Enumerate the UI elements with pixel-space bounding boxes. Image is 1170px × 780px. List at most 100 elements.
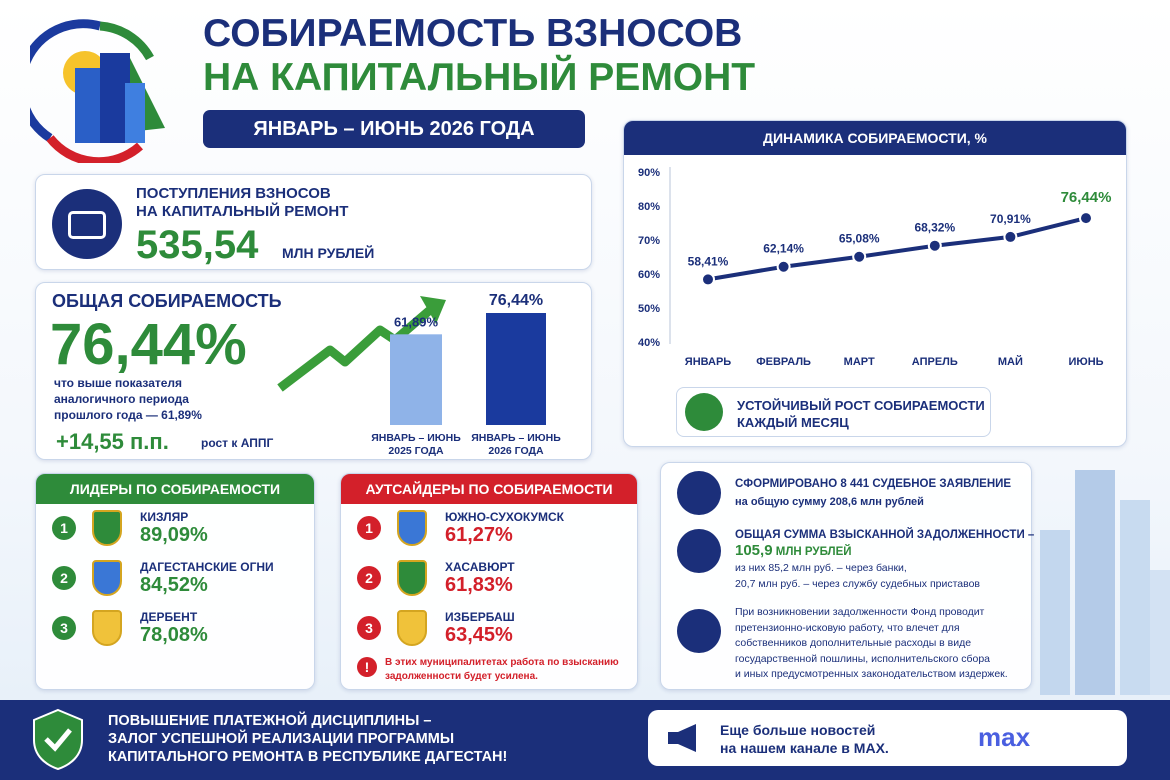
title: СОБИРАЕМОСТЬ ВЗНОСОВ НА КАПИТАЛЬНЫЙ РЕМО… [203, 12, 755, 100]
title-line: НА КАПИТАЛЬНЫЙ РЕМОНТ [203, 56, 756, 99]
y-tick-label: 70% [638, 235, 660, 247]
label-line: НА КАПИТАЛЬНЫЙ РЕМОНТ [136, 203, 349, 220]
coat-of-arms [397, 510, 427, 546]
news-line: на нашем канале в MAX. [720, 740, 889, 756]
bar [390, 334, 442, 425]
coat-of-arms [397, 610, 427, 646]
news-line: Еще больше новостей [720, 722, 876, 738]
receipts-unit: МЛН РУБЛЕЙ [282, 245, 375, 261]
bar-category: ЯНВАРЬ – ИЮНЬ 2026 ГОДА [471, 432, 561, 457]
point-label: 76,44% [1061, 189, 1112, 206]
point [1079, 211, 1093, 226]
legal-line: из них 85,2 млн руб. – через банки, [735, 562, 907, 574]
receipts-card: ПОСТУПЛЕНИЯ ВЗНОСОВ НА КАПИТАЛЬНЫЙ РЕМОН… [35, 174, 592, 270]
x-tick-label: МАРТ [844, 356, 875, 368]
rank-badge: 1 [357, 516, 381, 540]
bar-category: ЯНВАРЬ – ИЮНЬ 2025 ГОДА [371, 432, 461, 457]
point-label: 68,32% [914, 221, 955, 235]
bar [486, 313, 546, 425]
x-tick-label: МАЙ [998, 355, 1023, 368]
callout-line: УСТОЙЧИВЫЙ РОСТ СОБИРАЕМОСТИ [737, 398, 985, 413]
warning-line: задолженности будет усилена. [385, 671, 538, 682]
leaders-title: ЛИДЕРЫ ПО СОБИРАЕМОСТИ [36, 474, 314, 504]
point [927, 238, 942, 253]
point [852, 249, 867, 264]
receipts-amount: 535,54 [136, 223, 259, 267]
x-tick-label: ФЕВРАЛЬ [756, 356, 811, 368]
region-name: ХАСАВЮРТ [445, 560, 515, 574]
period-banner: ЯНВАРЬ – ИЮНЬ 2026 ГОДА [203, 110, 585, 148]
news-box: Еще больше новостей на нашем канале в MA… [648, 710, 1127, 766]
legal-item: СФОРМИРОВАНО 8 441 СУДЕБНОЕ ЗАЯВЛЕНИЕ на… [735, 475, 1011, 511]
warning-icon: ! [357, 657, 377, 677]
wallet-icon [52, 189, 122, 259]
point-label: 65,08% [839, 232, 880, 246]
max-logo[interactable]: max [978, 722, 1031, 752]
chat-icon [677, 609, 721, 653]
receipts-label: ПОСТУПЛЕНИЯ ВЗНОСОВ НА КАПИТАЛЬНЫЙ РЕМОН… [136, 185, 348, 221]
y-tick-label: 60% [638, 269, 660, 281]
legal-line: претензионно-исковую работу, что влечет … [735, 621, 960, 634]
rank-badge: 3 [52, 616, 76, 640]
x-tick-label: АПРЕЛЬ [912, 356, 958, 368]
callout-text: УСТОЙЧИВЫЙ РОСТ СОБИРАЕМОСТИ КАЖДЫЙ МЕСЯ… [737, 397, 985, 431]
x-tick-label: ЯНВАРЬ [685, 356, 732, 368]
region-name: ДАГЕСТАНСКИЕ ОГНИ [140, 560, 274, 574]
region-name: ДЕРБЕНТ [140, 610, 198, 624]
delta: +14,55 п.п. [56, 429, 169, 454]
y-tick-label: 80% [638, 201, 660, 213]
legal-item: При возникновении задолженности Фонд про… [735, 605, 1008, 683]
legal-line: на общую сумму 208,6 млн рублей [735, 496, 924, 508]
region-value: 61,83% [445, 574, 513, 596]
legal-card: СФОРМИРОВАНО 8 441 СУДЕБНОЕ ЗАЯВЛЕНИЕ на… [660, 462, 1034, 690]
news-text: Еще больше новостей на нашем канале в MA… [720, 721, 889, 757]
coins-icon [677, 529, 721, 573]
line [707, 216, 1087, 282]
region-name: ЮЖНО-СУХОКУМСК [445, 510, 564, 524]
legal-line: СФОРМИРОВАНО 8 441 СУДЕБНОЕ ЗАЯВЛЕНИЕ [735, 478, 1012, 490]
footer-line: ПОВЫШЕНИЕ ПЛАТЕЖНОЙ ДИСЦИПЛИНЫ – [108, 713, 432, 729]
bar-value-label: 61,89% [394, 314, 439, 329]
rank-badge: 3 [357, 616, 381, 640]
footer-text: ПОВЫШЕНИЕ ПЛАТЕЖНОЙ ДИСЦИПЛИНЫ – ЗАЛОГ У… [108, 712, 507, 766]
leaders-card: ЛИДЕРЫ ПО СОБИРАЕМОСТИ 1 КИЗЛЯР 89,09% 2 ДАГ… [35, 473, 315, 690]
rank-badge: 2 [52, 566, 76, 590]
coat-of-arms [92, 560, 122, 596]
region-name: ИЗБЕРБАШ [445, 610, 515, 624]
document-icon [677, 471, 721, 515]
point [701, 272, 715, 287]
megaphone-icon [668, 724, 696, 752]
city-illustration [1040, 470, 1170, 695]
warning-line: В этих муниципалитетах работа по взыскан… [385, 657, 619, 668]
legal-line: 20,7 млн руб. – через службу судебных пр… [735, 578, 981, 590]
footer-line: ЗАЛОГ УСПЕШНОЙ РЕАЛИЗАЦИИ ПРОГРАММЫ [108, 731, 455, 747]
growth-arrow-head [420, 296, 446, 324]
coat-of-arms [397, 560, 427, 596]
footer-line: КАПИТАЛЬНОГО РЕМОНТА В РЕСПУБЛИКЕ ДАГЕСТ… [108, 749, 508, 765]
collection-note: что выше показателя аналогичного периода… [54, 375, 202, 423]
region-value: 89,09% [140, 524, 208, 546]
region-value: 84,52% [140, 574, 208, 596]
point [776, 259, 791, 274]
note-line: прошлого года — 61,89% [54, 408, 202, 422]
coat-of-arms [92, 610, 122, 646]
delta-note: рост к АППГ [201, 436, 274, 450]
shield-icon [33, 708, 83, 770]
region-value: 63,45% [445, 624, 513, 646]
charts: 61,89% 76,44% 40% 50% 60% 70% 80% 90% ЯНВАРЬ ФЕВР… [277, 167, 1112, 425]
legal-amount: 105,9 [735, 542, 773, 559]
point-label: 58,41% [688, 254, 729, 268]
growth-icon [685, 393, 723, 431]
point [1003, 229, 1018, 244]
x-tick-label: ИЮНЬ [1068, 356, 1103, 368]
coat-of-arms [92, 510, 122, 546]
legal-item: ОБЩАЯ СУММА ВЗЫСКАННОЙ ЗАДОЛЖЕННОСТИ – 1… [735, 527, 1034, 592]
warning-text: В этих муниципалитетах работа по взыскан… [385, 656, 619, 684]
note-line: что выше показателя [54, 376, 183, 390]
footer: ПОВЫШЕНИЕ ПЛАТЕЖНОЙ ДИСЦИПЛИНЫ – ЗАЛОГ У… [0, 700, 1170, 780]
point-label: 70,91% [990, 212, 1031, 226]
callout: УСТОЙЧИВЫЙ РОСТ СОБИРАЕМОСТИ КАЖДЫЙ МЕСЯ… [676, 387, 991, 437]
bar-value-label: 76,44% [489, 292, 543, 309]
y-tick-label: 90% [638, 167, 660, 179]
